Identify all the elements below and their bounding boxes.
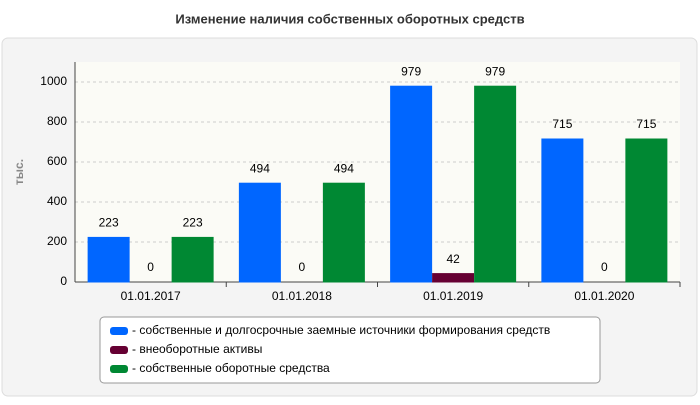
bar <box>390 85 433 283</box>
legend-swatch <box>110 327 128 335</box>
value-label: 494 <box>250 161 270 175</box>
legend-swatch <box>110 346 128 354</box>
bar <box>87 236 130 283</box>
legend-label: - собственные оборотные средства <box>132 361 330 375</box>
legend-swatch <box>110 365 128 373</box>
value-label: 0 <box>601 260 608 274</box>
bar <box>625 138 668 283</box>
bar <box>322 182 365 283</box>
y-axis-label: тыс. <box>12 159 26 185</box>
value-label: 223 <box>99 216 119 230</box>
y-tick-label: 400 <box>47 194 67 208</box>
y-tick-label: 0 <box>60 274 67 288</box>
value-label: 494 <box>334 161 354 175</box>
bar <box>238 182 281 283</box>
x-tick-label: 01.01.2017 <box>121 289 181 303</box>
value-label: 223 <box>183 216 203 230</box>
y-tick-label: 800 <box>47 114 67 128</box>
legend-label: - внеоборотные активы <box>132 342 262 356</box>
chart-title: Изменение наличия собственных оборотных … <box>175 11 524 26</box>
value-label: 715 <box>636 117 656 131</box>
value-label: 0 <box>147 260 154 274</box>
bar <box>541 138 584 283</box>
bar <box>432 273 475 283</box>
x-tick-label: 01.01.2018 <box>272 289 332 303</box>
y-tick-label: 200 <box>47 234 67 248</box>
plot-area <box>75 62 680 282</box>
legend-label: - собственные и долгосрочные заемные ист… <box>132 323 550 337</box>
value-label: 42 <box>446 252 460 266</box>
bar <box>171 236 214 283</box>
bar <box>474 85 517 283</box>
value-label: 979 <box>485 64 505 78</box>
legend-box <box>99 316 601 384</box>
y-tick-label: 600 <box>47 154 67 168</box>
x-tick-label: 01.01.2019 <box>423 289 483 303</box>
value-label: 0 <box>299 260 306 274</box>
x-tick-label: 01.01.2020 <box>574 289 634 303</box>
value-label: 715 <box>552 117 572 131</box>
y-tick-label: 1000 <box>40 74 67 88</box>
value-label: 979 <box>401 64 421 78</box>
